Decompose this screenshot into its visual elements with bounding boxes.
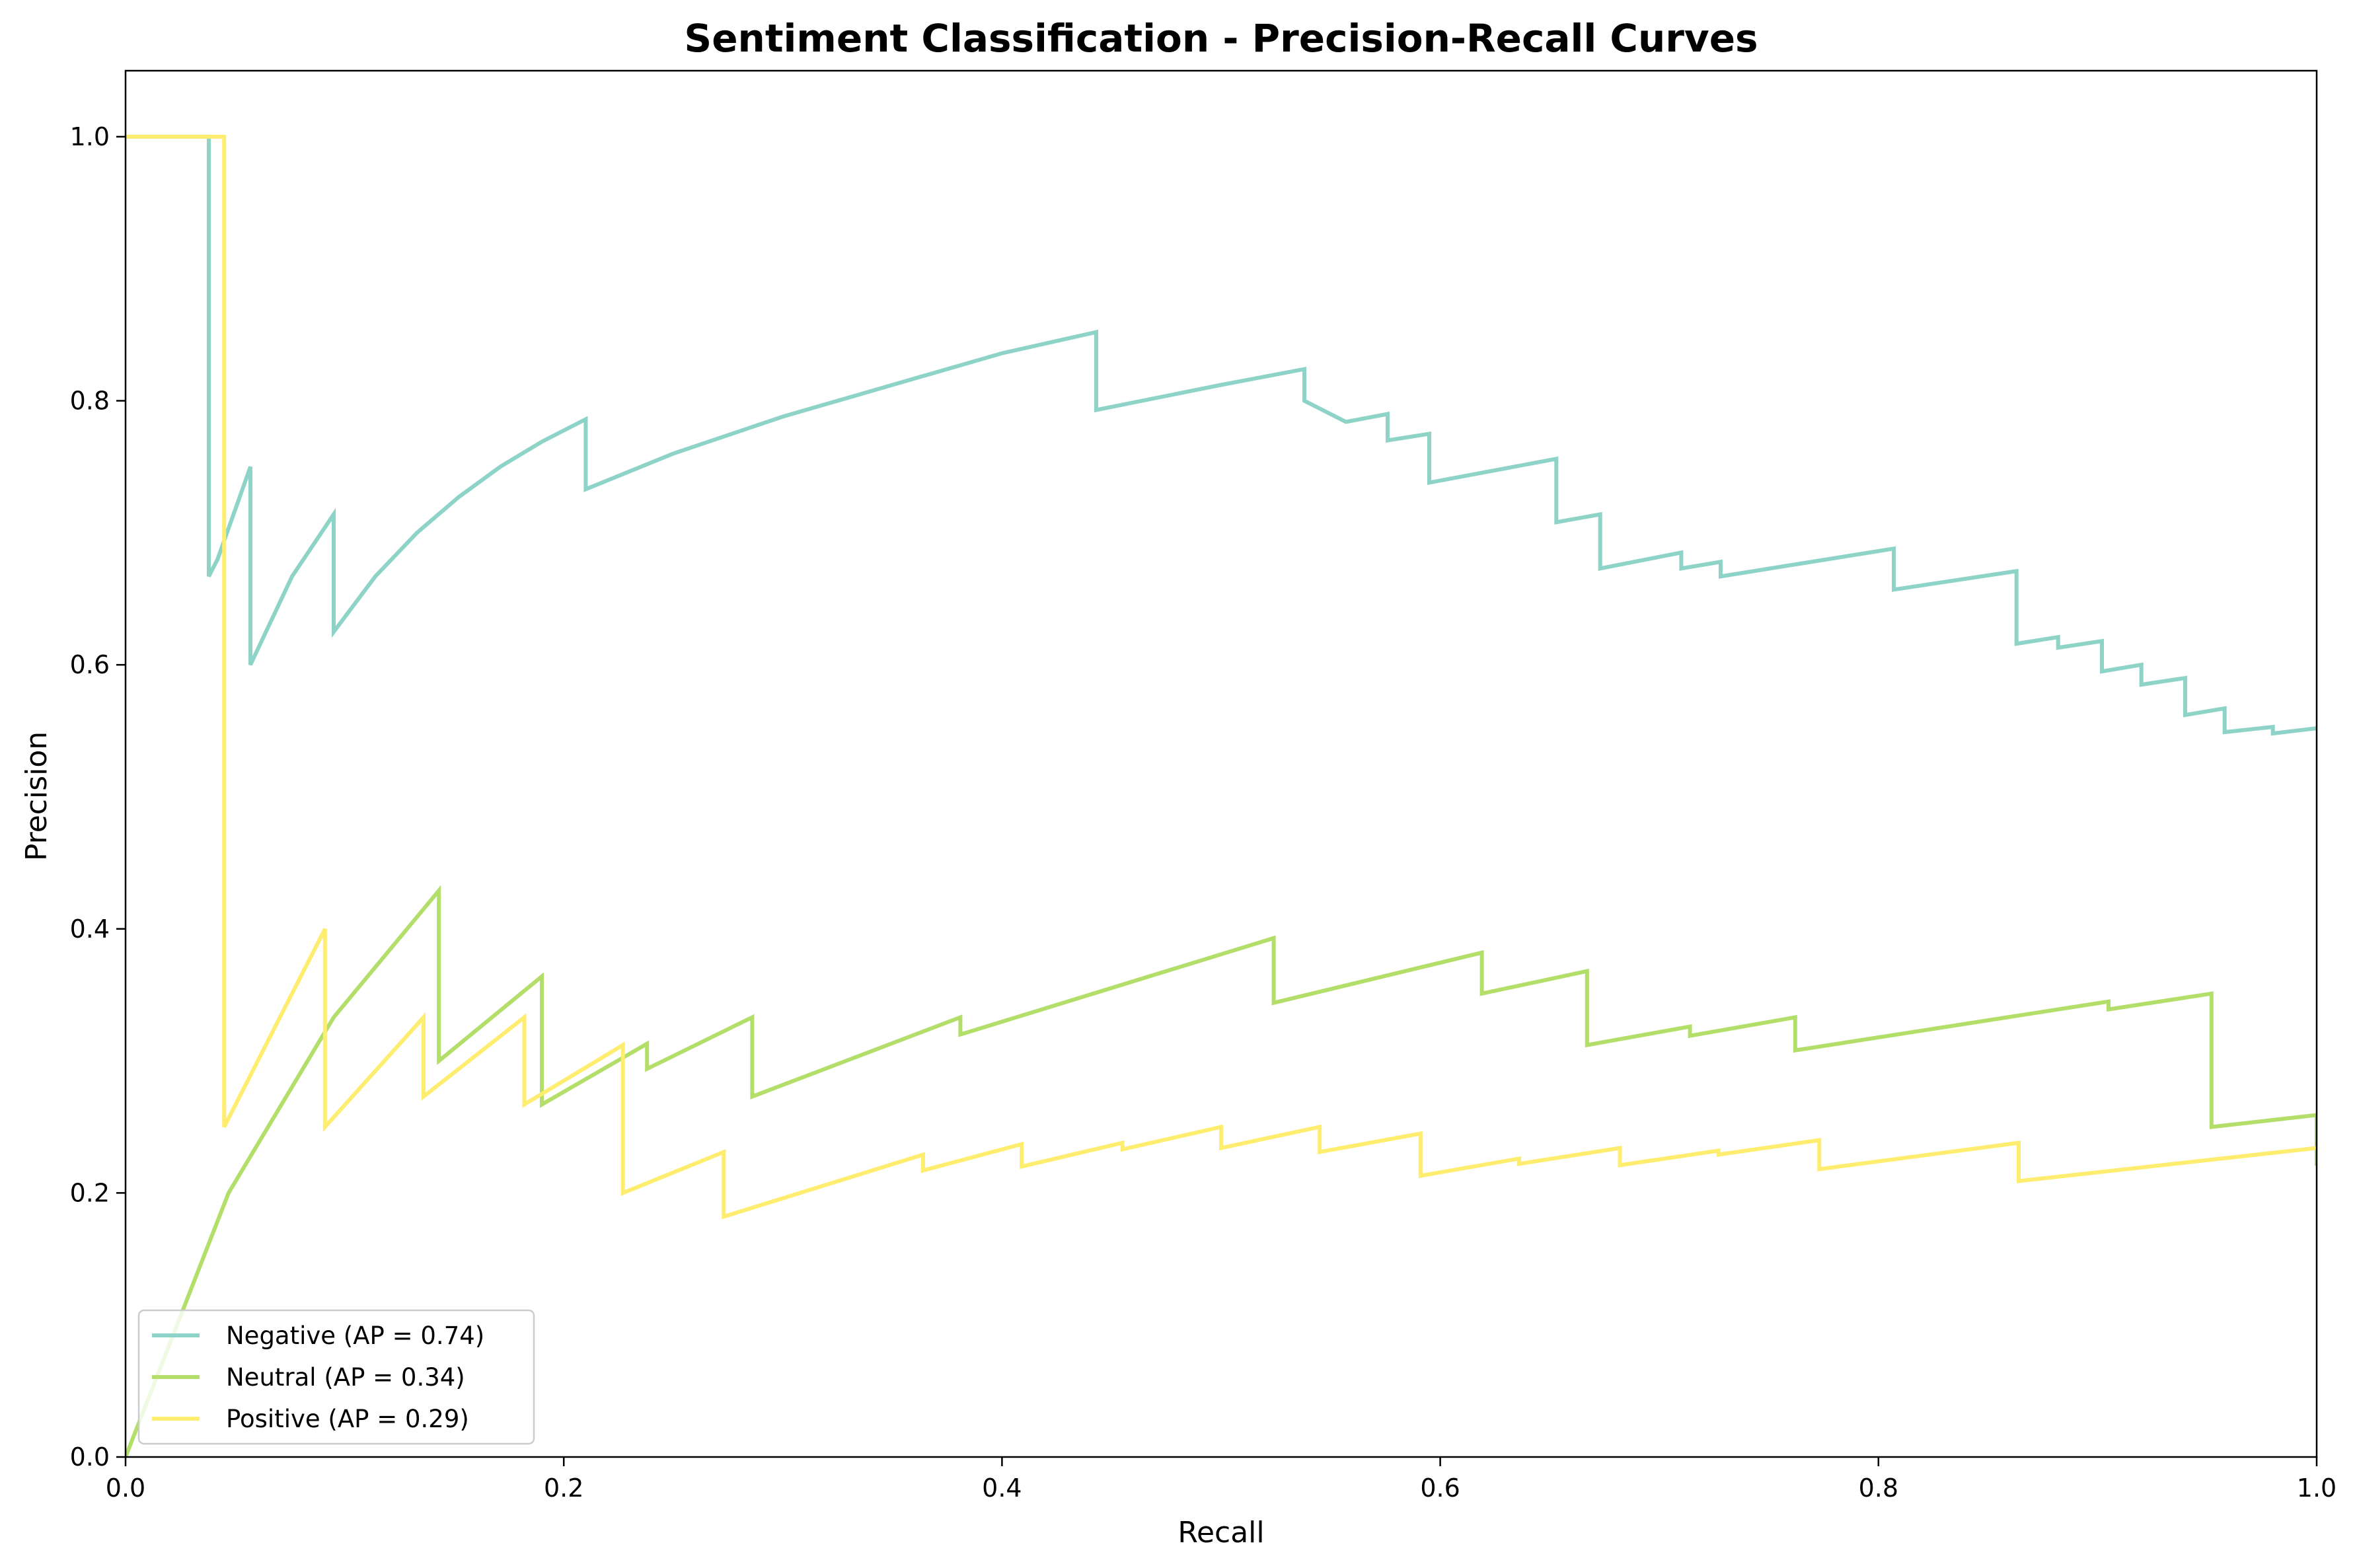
x-tick-label: 0.0 [106,1474,145,1503]
series-layer [126,134,2317,1457]
y-tick-label: 0.4 [70,915,110,944]
y-tick-label: 0.0 [70,1442,110,1472]
y-axis-label: Precision [20,731,54,861]
legend-label-positive: Positive (AP = 0.29) [226,1405,469,1433]
y-tick-label: 1.0 [70,122,110,151]
x-tick-label: 0.8 [1859,1474,1898,1503]
series-line-negative [126,134,2317,736]
x-axis-label: Recall [1178,1516,1264,1549]
x-tick-label: 0.4 [982,1474,1022,1503]
legend-label-negative: Negative (AP = 0.74) [226,1322,484,1350]
series-line-neutral [126,885,2317,1457]
plot-frame [124,69,2318,1458]
chart-title: Sentiment Classification - Precision-Rec… [684,16,1758,61]
x-tick-label: 1.0 [2297,1474,2336,1503]
y-tick-label: 0.6 [70,650,110,679]
y-tick-label: 0.2 [70,1178,110,1207]
series-line-positive [126,134,2317,1220]
ticks-layer: 0.0 0.2 0.4 0.6 0.8 1.0 0.0 0.2 0.4 0.6 0.8 1.0 [70,122,2337,1503]
legend-label-neutral: Neutral (AP = 0.34) [226,1363,465,1392]
x-tick-label: 0.2 [544,1474,583,1503]
x-tick-label: 0.6 [1420,1474,1460,1503]
legend-box [137,1309,535,1445]
y-tick-label: 0.8 [70,387,110,416]
legend: Negative (AP = 0.74) Neutral (AP = 0.34) P… [137,1309,535,1445]
